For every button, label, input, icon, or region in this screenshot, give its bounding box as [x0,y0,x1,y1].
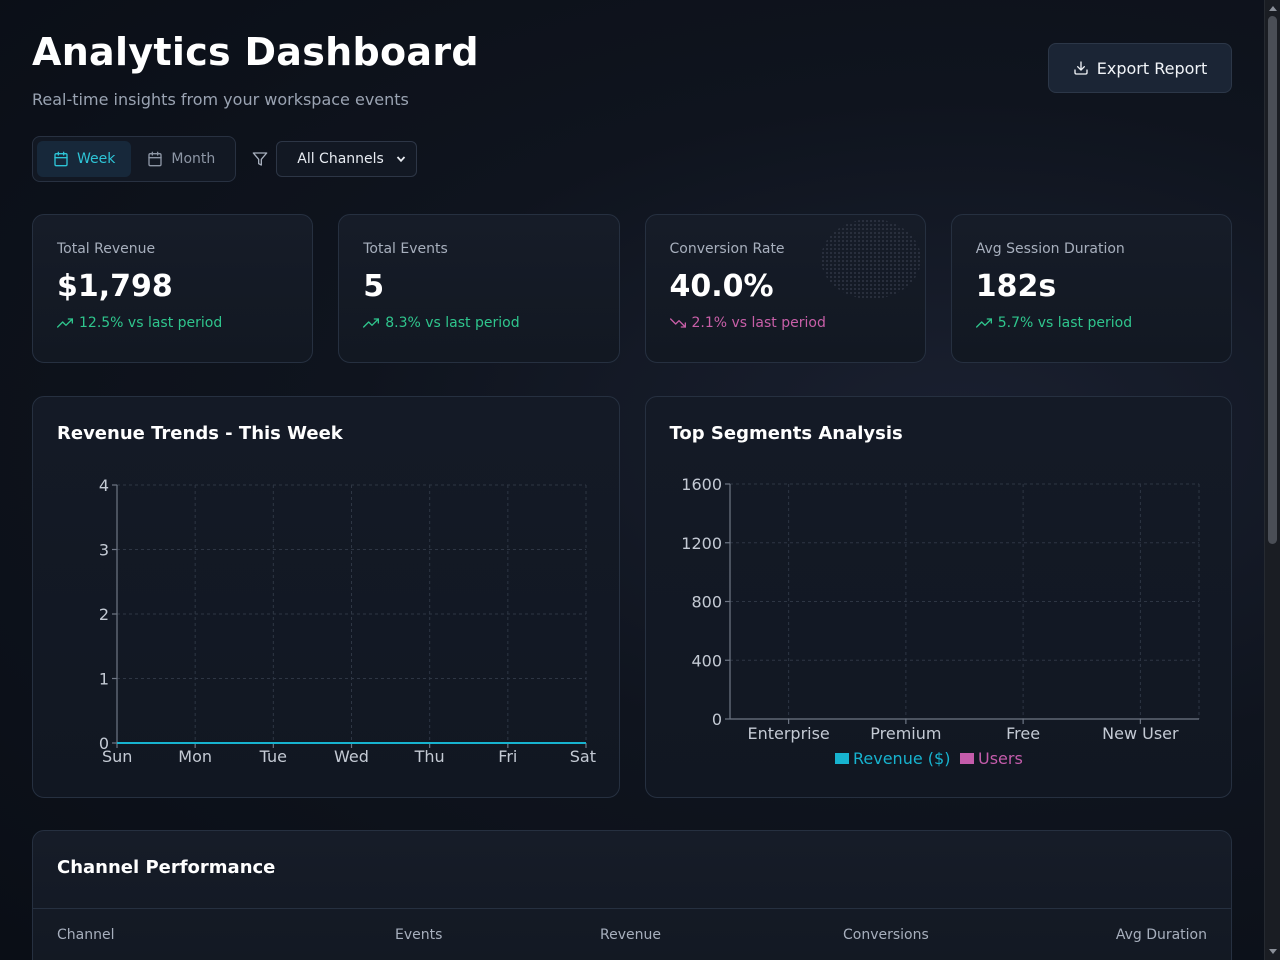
export-report-label: Export Report [1096,58,1208,78]
scroll-down-arrow-icon[interactable] [1269,949,1277,954]
kpi-value: 182s [975,269,1057,304]
revenue-trends-card: Revenue Trends - This Week 0 1 2 3 4 Sun Mon Tu… [32,396,620,798]
charts-row: Revenue Trends - This Week 0 1 2 3 4 Sun Mon Tu… [32,396,1232,798]
y-tick-label: 0 [99,734,109,753]
channel-select[interactable]: All Channels [276,141,418,177]
month-button[interactable]: Month [131,141,231,177]
x-tick-label: Wed [334,747,369,766]
chart-legend: Revenue ($) Users [834,749,1023,768]
kpi-value: 40.0% [669,269,774,304]
legend-swatch [834,753,849,764]
y-tick-label: 1600 [681,475,722,494]
chevron-down-icon [397,156,406,163]
kpi-label: Conversion Rate [669,241,785,257]
channel-performance-card: Channel Performance Channel Events Reven… [32,830,1232,960]
column-header-revenue[interactable]: Revenue [600,927,661,943]
y-tick-label: 0 [711,710,721,729]
legend-swatch [959,753,974,764]
month-label: Month [171,151,216,167]
download-icon [1074,61,1088,75]
page-subtitle: Real-time insights from your workspace e… [32,90,409,109]
kpi-trend: 8.3% vs last period [363,315,594,331]
kpi-label: Total Revenue [57,241,156,257]
y-tick-label: 400 [691,651,722,670]
period-toggle: Week Month [32,136,237,182]
column-header-events[interactable]: Events [395,927,443,943]
y-tick-label: 800 [691,593,722,612]
x-tick-label: Sat [570,747,596,766]
kpi-card-total-events: Total Events 5 8.3% vs last period [338,214,620,363]
kpi-trend-text: 5.7% vs last period [997,315,1133,331]
x-tick-label: Thu [414,747,445,766]
kpi-trend-text: 2.1% vs last period [691,315,826,331]
y-tick-label: 3 [99,541,109,560]
kpi-card-avg-session-duration: Avg Session Duration 182s 5.7% vs last p… [950,214,1232,363]
x-tick-label: Premium [870,724,941,743]
y-tick-label: 1 [99,670,109,689]
kpi-value: 5 [363,269,385,304]
x-tick-label: Fri [498,747,517,766]
revenue-line-chart: 0 1 2 3 4 Sun Mon Tue Wed Thu Fri Sat [99,476,596,766]
x-tick-label: Free [1006,724,1040,743]
page-header: Analytics Dashboard Real-time insights f… [32,30,1232,110]
table-header-row: Channel Events Revenue Conversions Avg D… [33,908,1231,960]
column-header-conversions[interactable]: Conversions [843,927,929,943]
y-tick-label: 4 [99,476,109,495]
kpi-card-conversion-rate: Conversion Rate 40.0% 2.1% vs last perio… [644,214,926,363]
scrollbar-thumb[interactable] [1268,16,1277,544]
scroll-up-arrow-icon[interactable] [1269,6,1277,11]
x-tick-label: Sun [102,747,132,766]
legend-label: Revenue ($) [853,749,950,768]
x-tick-label: New User [1102,724,1179,743]
kpi-trend: 2.1% vs last period [669,315,901,331]
filter-controls: Week Month All Channels [32,136,418,182]
kpi-row: Total Revenue $1,798 12.5% vs last perio… [32,214,1232,363]
kpi-card-total-revenue: Total Revenue $1,798 12.5% vs last perio… [32,214,314,363]
page-scrollbar[interactable] [1264,0,1280,960]
trending-down-icon [669,318,686,328]
trending-up-icon [975,318,992,328]
channel-select-value: All Channels [297,151,384,167]
y-tick-label: 1200 [681,534,722,553]
top-segments-card: Top Segments Analysis 0 400 800 1200 1600 Ent… [644,396,1232,798]
kpi-trend: 5.7% vs last period [975,315,1207,331]
kpi-trend: 12.5% vs last period [57,315,288,331]
chart-title: Top Segments Analysis [669,423,903,444]
y-tick-label: 2 [99,605,109,624]
x-tick-label: Enterprise [747,724,829,743]
week-label: Week [77,151,116,167]
kpi-label: Total Events [363,241,448,257]
week-button[interactable]: Week [37,141,132,177]
trending-up-icon [363,318,380,328]
legend-label: Users [978,749,1023,768]
kpi-trend-text: 12.5% vs last period [79,315,223,331]
kpi-label: Avg Session Duration [975,241,1125,257]
column-header-avg-duration[interactable]: Avg Duration [1115,927,1207,943]
export-report-button[interactable]: Export Report [1048,43,1232,93]
trending-up-icon [57,318,73,328]
calendar-icon [148,151,163,167]
segments-bar-chart: 0 400 800 1200 1600 Enterprise Premium Free New … [681,475,1199,768]
x-tick-label: Tue [259,747,287,766]
chart-title: Revenue Trends - This Week [57,423,343,444]
filter-icon [252,152,268,166]
calendar-icon [54,151,68,167]
decorative-dot-pattern [820,219,921,299]
kpi-trend-text: 8.3% vs last period [385,315,520,331]
kpi-value: $1,798 [57,269,173,304]
table-title: Channel Performance [57,857,276,878]
page-title: Analytics Dashboard [32,30,479,74]
column-header-channel[interactable]: Channel [57,927,115,943]
x-tick-label: Mon [178,747,212,766]
